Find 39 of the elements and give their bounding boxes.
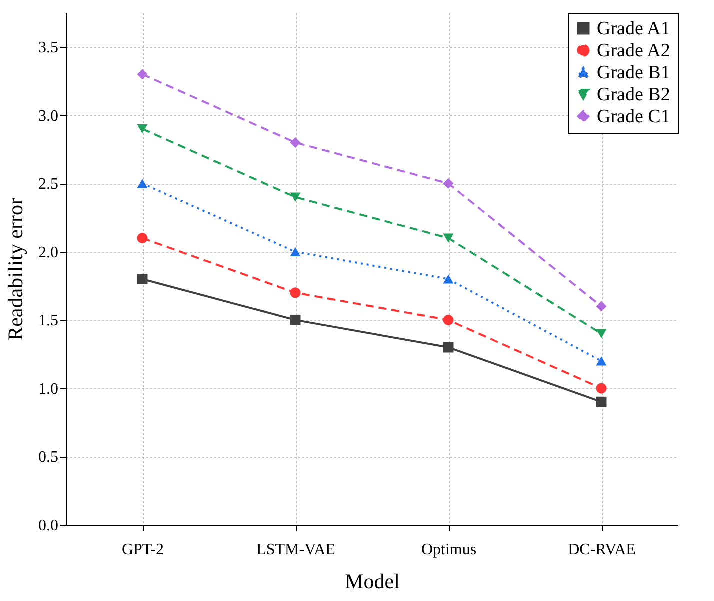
y-tick-label: 2.0 [38,244,58,262]
point [137,274,148,284]
point [290,247,301,256]
legend-label: Grade B1 [597,62,670,84]
y-axis-title: Readability error [4,198,28,341]
x-tick-label: DC-RVAE [568,542,636,558]
y-tick-label: 0.5 [38,449,58,466]
point [443,234,454,243]
point [137,69,148,80]
point [290,192,301,202]
legend-label: Grade B2 [597,84,670,106]
x-tick-label: Optimus [421,542,477,558]
point [290,137,301,148]
point [596,396,607,408]
point [443,314,454,326]
point [137,179,148,188]
x-tick-label: LSTM-VAE [256,542,336,558]
point [443,342,454,353]
y-tick-label: 1.5 [38,312,58,330]
point [137,233,148,244]
point [596,329,607,338]
legend-label: Grade A2 [597,40,670,62]
legend-label: Grade C1 [597,106,670,128]
y-tick-label: 0.0 [38,518,58,534]
x-axis-title: Model [345,570,400,594]
y-tick-label: 2.5 [38,176,58,194]
point [443,178,454,189]
point [290,314,301,326]
point [596,356,607,366]
y-tick-label: 3.0 [38,108,58,125]
point [443,274,454,284]
y-tick-label: 1.0 [38,380,58,398]
point [596,383,607,394]
point [137,124,148,134]
y-tick-label: 3.5 [38,40,58,57]
legend-label: Grade A1 [597,18,670,40]
point [290,288,301,298]
point [596,301,607,312]
x-tick-label: GPT-2 [122,542,164,558]
